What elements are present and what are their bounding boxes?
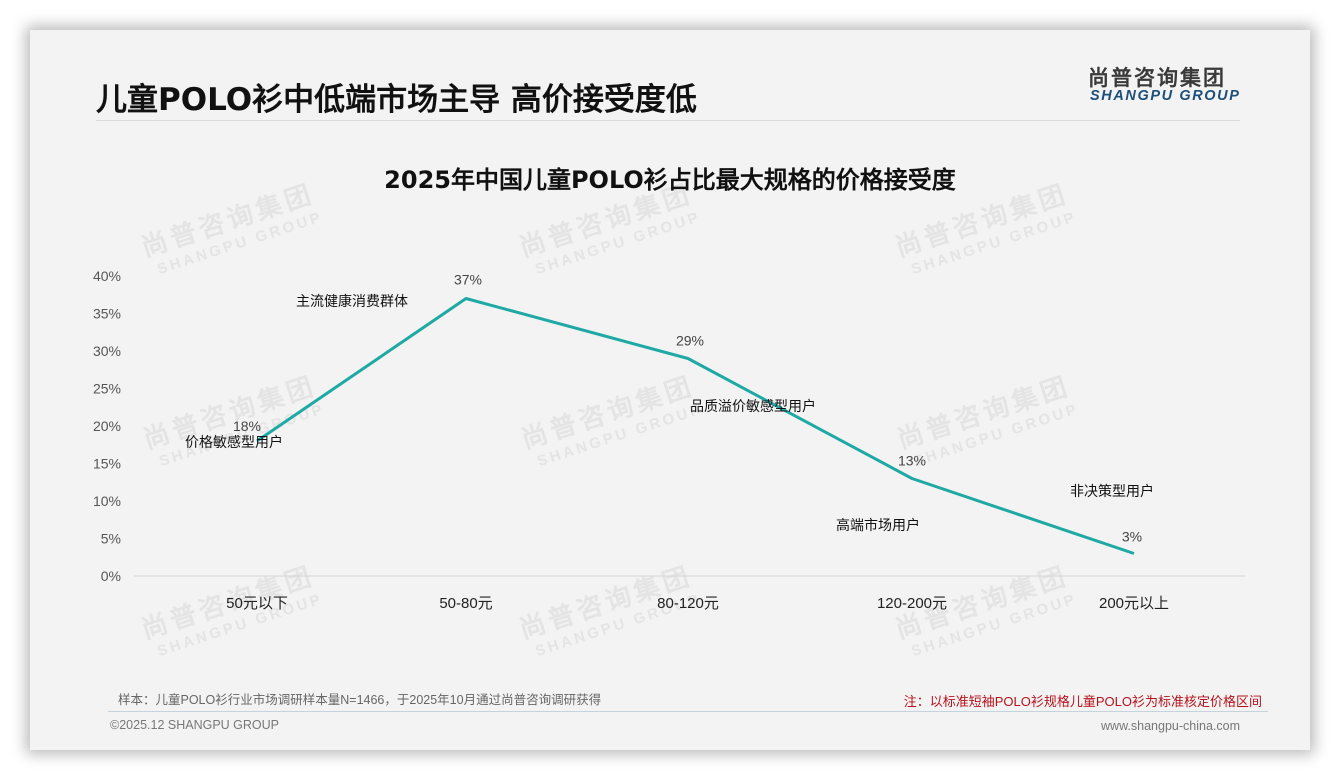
y-tick-label: 30% (93, 343, 121, 359)
copyright: ©2025.12 SHANGPU GROUP (110, 718, 279, 732)
y-tick-label: 35% (93, 306, 121, 322)
series-line (256, 297, 1135, 555)
line-chart: 0% 5% 10% 15% 20% 25% 30% 35% 40% 50元以下 50-80元 80-… (93, 268, 1245, 612)
segment-annotation: 高端市场用户 (836, 517, 920, 533)
title-divider (96, 120, 1240, 121)
y-tick-label: 20% (93, 418, 121, 434)
x-tick-label: 50元以下 (226, 595, 288, 612)
price-note: 注：以标准短袖POLO衫规格儿童POLO衫为标准核定价格区间 (903, 694, 1262, 709)
data-labels: 18% 37% 29% 13% 3% (233, 272, 1142, 545)
y-tick-label: 10% (93, 493, 121, 509)
slide: 尚普咨询集团 SHANGPU GROUP 尚普咨询集团 SHANGPU GROUP … (30, 30, 1310, 750)
footer-divider (108, 711, 1268, 712)
data-label: 13% (898, 453, 926, 469)
segment-annotation: 价格敏感型用户 (185, 434, 283, 450)
x-tick-label: 200元以上 (1099, 595, 1169, 612)
data-label: 29% (676, 333, 704, 349)
y-tick-label: 40% (93, 268, 121, 284)
y-tick-label: 0% (101, 568, 121, 584)
data-label: 3% (1122, 529, 1142, 545)
y-tick-label: 5% (101, 531, 121, 547)
segment-annotation: 品质溢价敏感型用户 (690, 398, 816, 414)
logo-chinese: 尚普咨询集团 (1088, 66, 1226, 90)
chart-title: 2025年中国儿童POLO衫占比最大规格的价格接受度 (384, 166, 956, 194)
logo-english: SHANGPU GROUP (1090, 88, 1241, 104)
x-tick-label: 50-80元 (439, 595, 492, 612)
x-tick-label: 120-200元 (877, 595, 947, 612)
segment-annotation: 主流健康消费群体 (296, 293, 408, 309)
y-tick-label: 15% (93, 456, 121, 472)
y-tick-label: 25% (93, 381, 121, 397)
sample-note: 样本：儿童POLO衫行业市场调研样本量N=1466，于2025年10月通过尚普咨… (118, 693, 602, 707)
x-tick-label: 80-120元 (657, 595, 719, 612)
x-axis: 50元以下 50-80元 80-120元 120-200元 200元以上 (226, 595, 1169, 612)
data-label: 37% (454, 272, 482, 288)
data-label: 18% (233, 418, 261, 434)
segment-annotation: 非决策型用户 (1070, 483, 1154, 499)
page-title: 儿童POLO衫中低端市场主导 高价接受度低 (96, 82, 697, 118)
website-link[interactable]: www.shangpu-china.com (1101, 719, 1240, 733)
y-axis: 0% 5% 10% 15% 20% 25% 30% 35% 40% (93, 268, 121, 584)
